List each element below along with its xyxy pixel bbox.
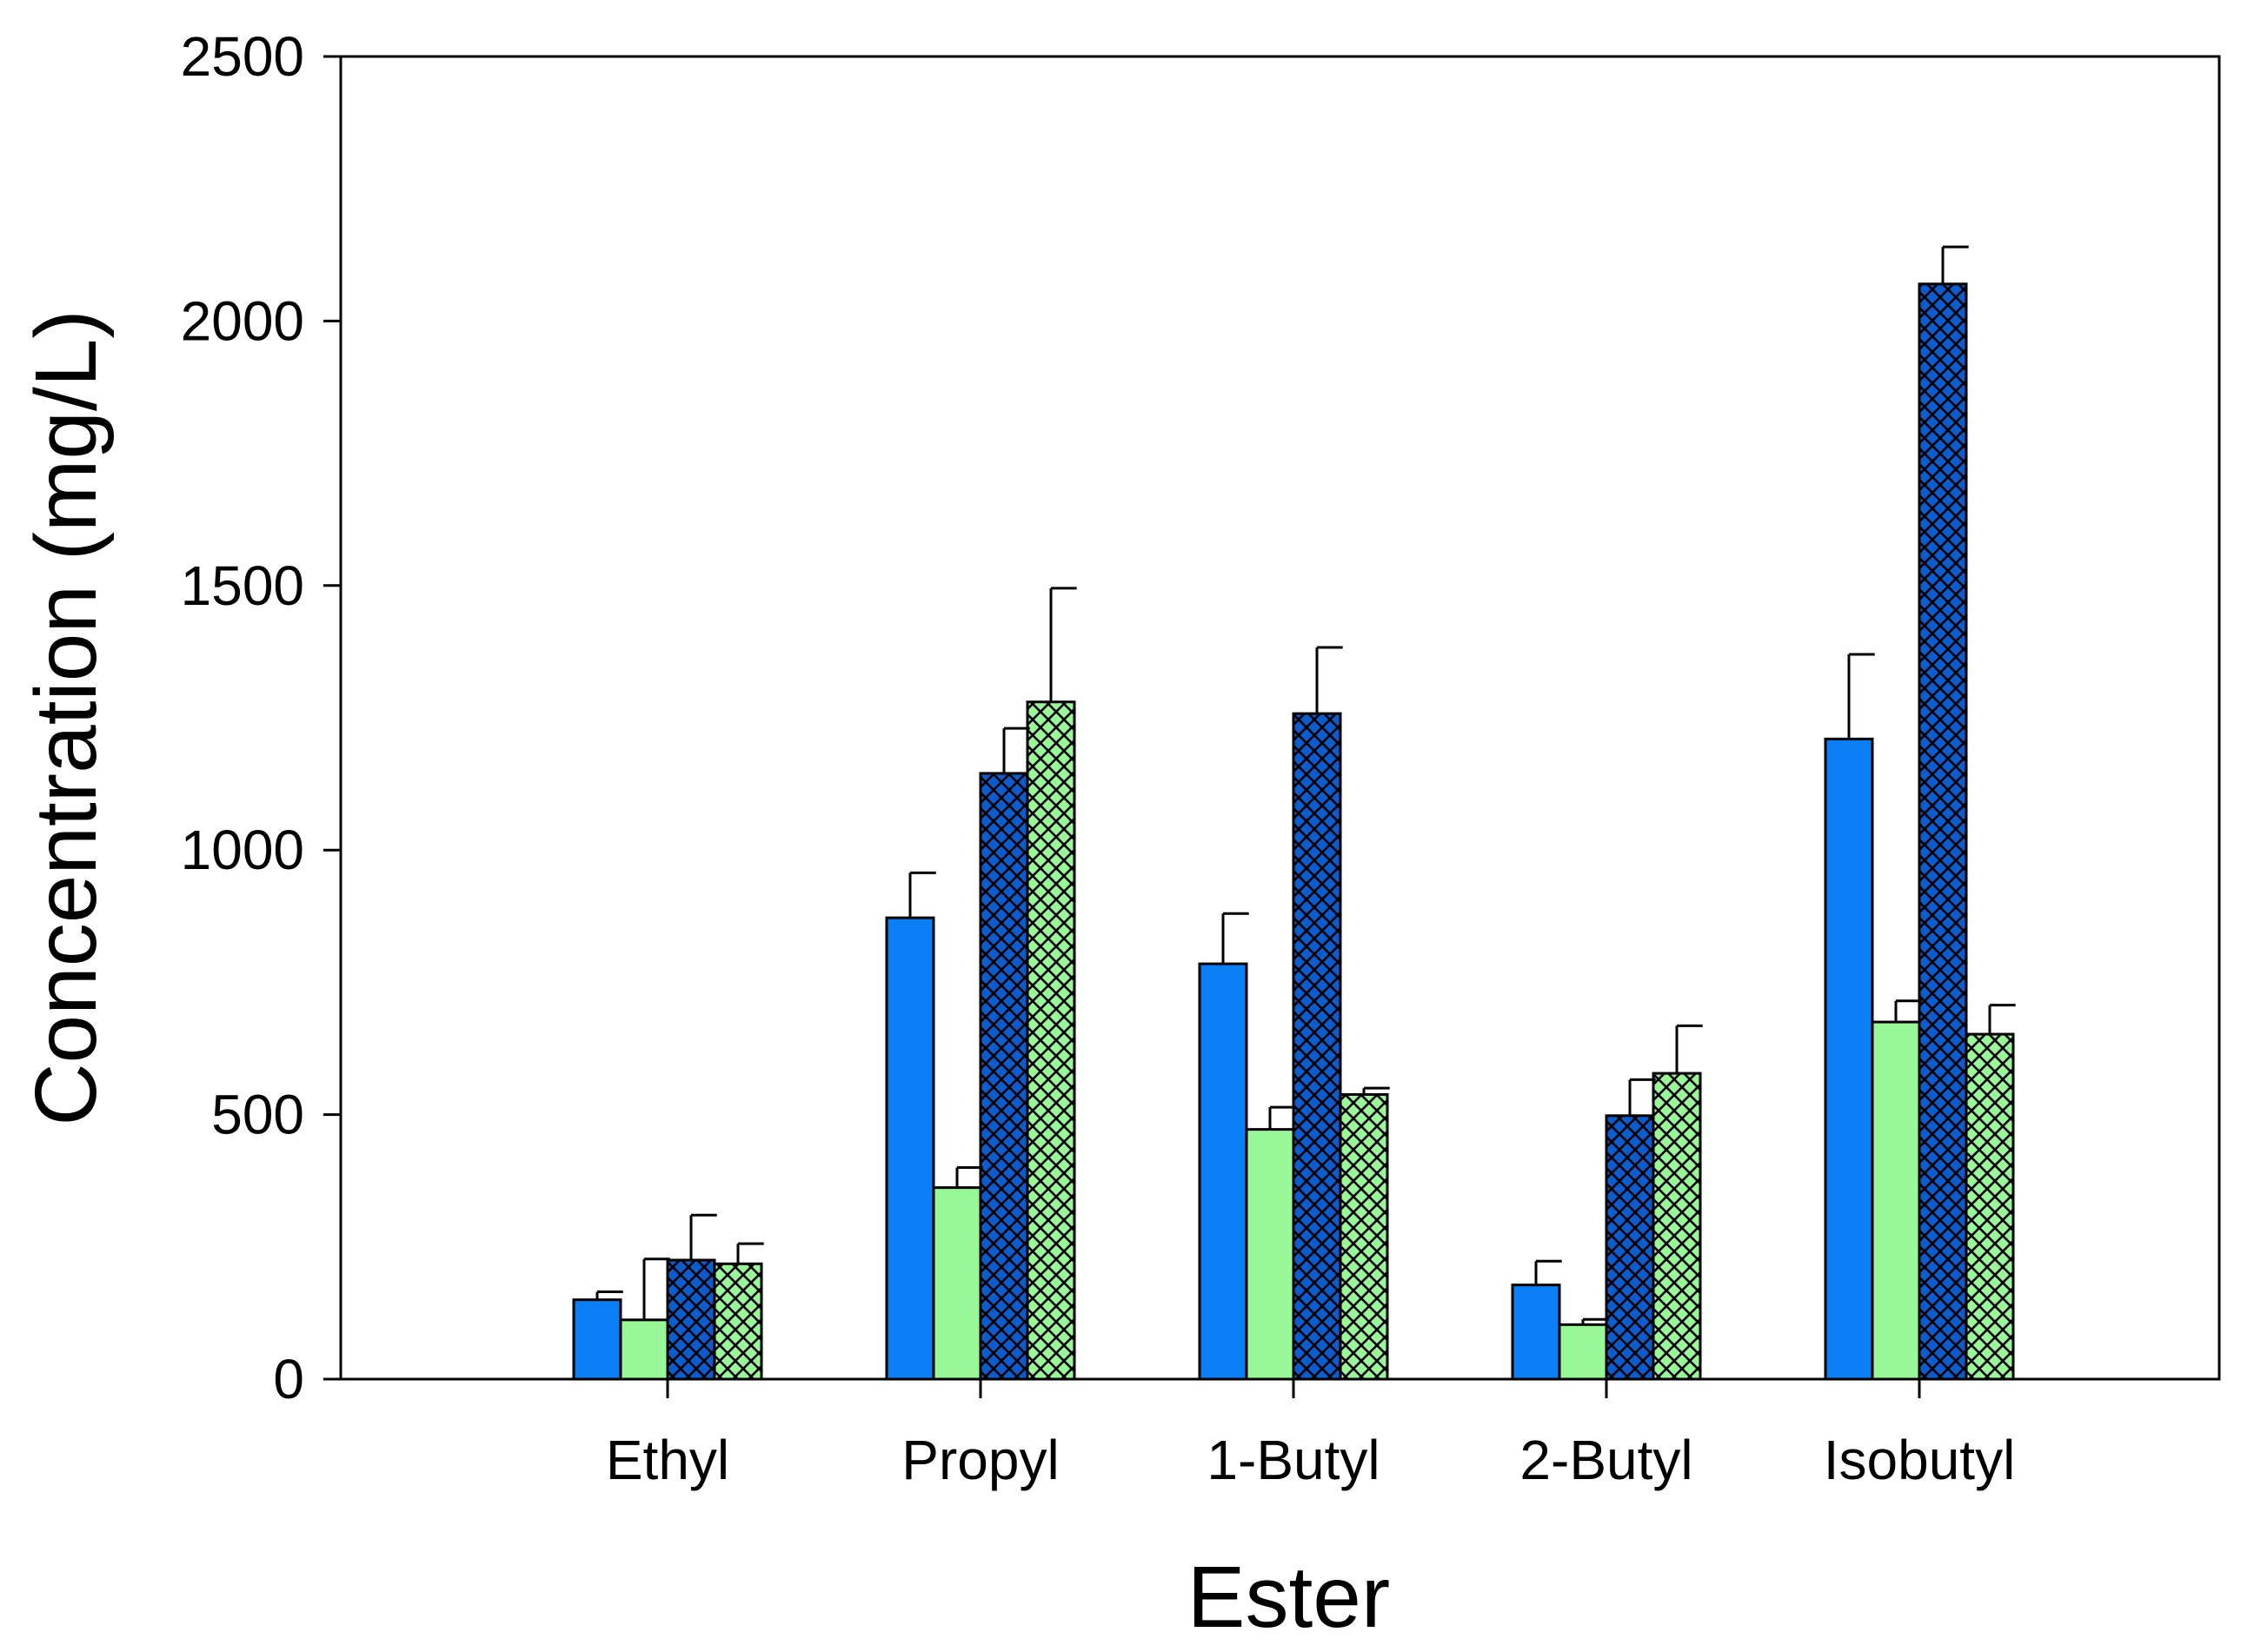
error-bar-isobutyl-series-3	[1941, 245, 1969, 284]
bar-2-butyl-series-1	[1511, 1284, 1561, 1381]
error-bar-ethyl-series-1	[595, 1290, 623, 1300]
y-tick-label: 0	[273, 1348, 304, 1410]
bar-1-butyl-series-1	[1198, 962, 1248, 1381]
error-bar-ethyl-series-4	[736, 1242, 764, 1264]
error-bar-2-butyl-series-3	[1628, 1078, 1656, 1116]
y-tick-label: 2500	[181, 25, 304, 88]
bar-isobutyl-series-2	[1871, 1020, 1921, 1381]
y-tick-label: 1500	[181, 554, 304, 617]
bar-1-butyl-series-4	[1339, 1092, 1389, 1381]
x-axis-title: Ester	[1187, 1549, 1390, 1646]
error-bar-1-butyl-series-4	[1362, 1086, 1390, 1095]
y-axis-title: Concentration (mg/L)	[17, 309, 115, 1125]
error-bar-propyl-series-4	[1049, 587, 1077, 702]
x-tick-label-2-butyl: 2-Butyl	[1519, 1429, 1692, 1491]
bar-propyl-series-2	[932, 1186, 982, 1381]
y-tick-label: 2000	[181, 289, 304, 352]
x-tick-label-1-butyl: 1-Butyl	[1207, 1429, 1380, 1491]
error-bar-2-butyl-series-4	[1675, 1024, 1703, 1074]
bar-isobutyl-series-3	[1918, 282, 1968, 1381]
bar-isobutyl-series-4	[1965, 1032, 2015, 1381]
error-bar-1-butyl-series-3	[1315, 646, 1343, 714]
y-tick-label: 1000	[181, 819, 304, 881]
bar-2-butyl-series-2	[1558, 1323, 1608, 1381]
bar-ethyl-series-2	[619, 1318, 669, 1381]
error-bar-isobutyl-series-4	[1988, 1004, 2016, 1035]
bar-propyl-series-3	[979, 772, 1029, 1381]
error-bar-propyl-series-3	[1002, 726, 1030, 773]
bar-1-butyl-series-2	[1245, 1128, 1295, 1381]
y-tick-label: 500	[211, 1084, 304, 1146]
error-bar-isobutyl-series-1	[1847, 653, 1875, 740]
error-bar-2-butyl-series-1	[1534, 1259, 1562, 1285]
error-bar-ethyl-series-3	[689, 1213, 717, 1261]
error-bar-1-butyl-series-2	[1268, 1105, 1296, 1130]
bar-isobutyl-series-1	[1824, 737, 1874, 1381]
error-bar-isobutyl-series-2	[1894, 999, 1922, 1023]
bar-ethyl-series-3	[666, 1258, 716, 1381]
bar-2-butyl-series-3	[1605, 1114, 1655, 1381]
error-bar-2-butyl-series-2	[1581, 1317, 1609, 1325]
bar-2-butyl-series-4	[1652, 1071, 1702, 1381]
error-bar-propyl-series-1	[908, 871, 936, 919]
error-bar-propyl-series-2	[955, 1165, 983, 1188]
bar-ethyl-series-4	[713, 1262, 763, 1381]
bar-propyl-series-4	[1026, 700, 1076, 1381]
error-bar-1-butyl-series-1	[1221, 912, 1249, 965]
x-tick-label-propyl: Propyl	[901, 1429, 1059, 1491]
bar-propyl-series-1	[885, 916, 935, 1381]
error-bar-ethyl-series-2	[642, 1257, 670, 1320]
x-tick-label-ethyl: Ethyl	[606, 1429, 729, 1491]
bar-1-butyl-series-3	[1292, 712, 1342, 1381]
x-tick-label-isobutyl: Isobutyl	[1824, 1429, 2016, 1491]
bar-ethyl-series-1	[572, 1298, 622, 1381]
